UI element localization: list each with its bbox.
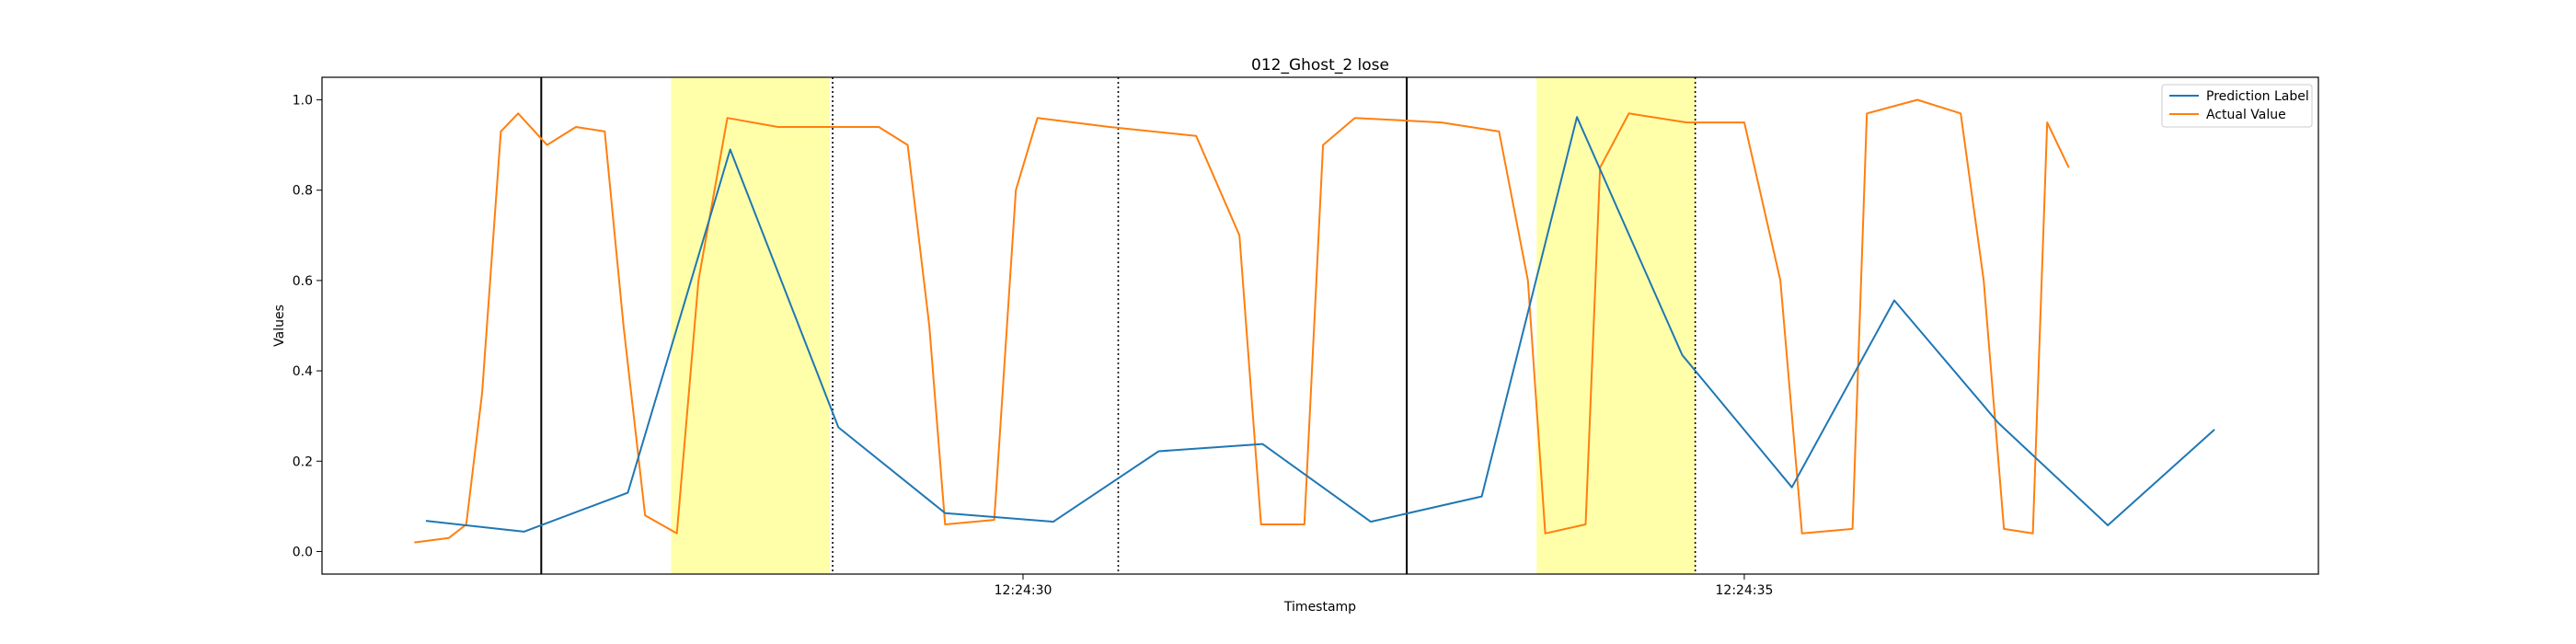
y-tick-label-6: 1.0 — [293, 94, 313, 109]
y-tick-label-4: 0.6 — [293, 274, 313, 289]
plot-frame — [321, 76, 2319, 575]
y-tick-label-2: 0.2 — [293, 454, 313, 469]
legend-label-prediction-label: Prediction Label — [2206, 89, 2309, 104]
x-axis-label: Timestamp — [1283, 600, 1356, 615]
chart-title: 012_Ghost_2 lose — [1251, 56, 1389, 75]
highlight-span-1 — [671, 77, 830, 574]
legend-frame — [2161, 84, 2313, 128]
y-tick-label-1: 0.0 — [293, 545, 313, 559]
vertical-marker-lines — [540, 77, 1696, 574]
highlight-span-2 — [1536, 77, 1696, 574]
series-line-prediction-label — [425, 116, 2215, 533]
legend-label-actual-value: Actual Value — [2206, 108, 2286, 122]
series-lines — [414, 98, 2215, 544]
y-tick-label-5: 0.8 — [293, 184, 313, 199]
y-axis-label: Values — [272, 305, 287, 347]
legend: Prediction Label Actual Value — [2161, 84, 2313, 128]
x-axis-ticks: 12:24:30 12:24:35 — [995, 574, 1774, 598]
x-tick-label-2: 12:24:35 — [1716, 583, 1774, 598]
y-axis-ticks: 0.0 0.2 0.4 0.6 0.8 1.0 — [293, 94, 322, 559]
series-line-actual-value — [414, 98, 2070, 544]
y-tick-label-3: 0.4 — [293, 364, 313, 379]
x-tick-label-1: 12:24:30 — [995, 583, 1052, 598]
